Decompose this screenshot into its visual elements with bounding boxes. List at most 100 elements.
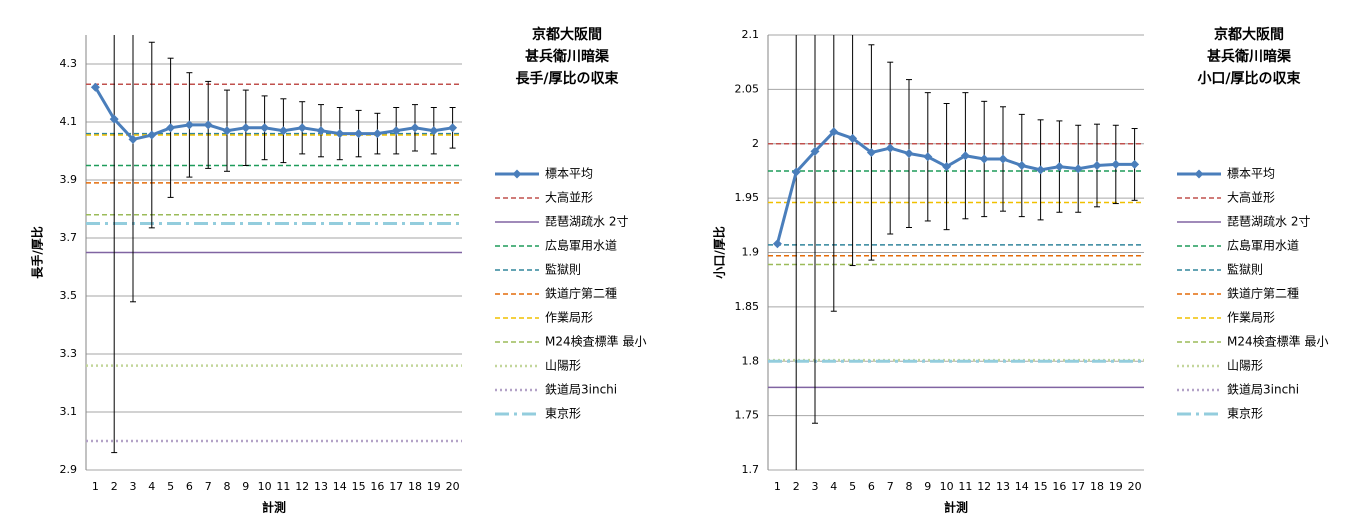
legend-label: 山陽形	[1227, 359, 1263, 373]
legend-label: 山陽形	[545, 359, 581, 373]
x-tick-label: 15	[352, 480, 366, 493]
chart-title: 京都大阪間	[532, 26, 602, 43]
y-tick-label: 3.1	[60, 405, 78, 418]
y-tick-label: 1.95	[735, 191, 760, 204]
x-tick-label: 16	[370, 480, 384, 493]
x-tick-label: 10	[258, 480, 272, 493]
data-point	[448, 123, 458, 133]
y-tick-label: 3.7	[60, 231, 78, 244]
x-axis-label: 計測	[262, 500, 286, 515]
x-tick-label: 2	[111, 480, 118, 493]
x-tick-label: 18	[1090, 480, 1104, 493]
y-tick-label: 2.1	[742, 28, 760, 41]
y-tick-label: 2.9	[60, 463, 78, 476]
x-tick-label: 13	[996, 480, 1010, 493]
x-tick-label: 16	[1052, 480, 1066, 493]
error-bar	[812, 35, 818, 424]
legend-label: 大高並形	[545, 190, 593, 205]
legend-label: 鉄道局3inchi	[1227, 382, 1299, 397]
x-tick-label: 14	[1015, 480, 1029, 493]
x-tick-label: 20	[1128, 480, 1142, 493]
x-tick-label: 6	[186, 480, 193, 493]
data-point	[923, 152, 933, 162]
data-point	[791, 167, 801, 177]
x-tick-label: 5	[167, 480, 174, 493]
x-tick-label: 10	[940, 480, 954, 493]
x-tick-label: 20	[446, 480, 460, 493]
x-tick-label: 19	[427, 480, 441, 493]
chart-title: 京都大阪間	[1214, 26, 1284, 43]
data-point	[904, 149, 914, 159]
chart-title: 長手/厚比の収束	[515, 70, 619, 87]
x-tick-label: 13	[314, 480, 328, 493]
data-point	[1092, 161, 1102, 170]
legend-marker	[1194, 169, 1204, 179]
legend-label: 広島軍用水道	[1227, 238, 1299, 253]
data-point	[391, 126, 401, 136]
x-axis-label: 計測	[944, 500, 968, 515]
legend-label: 監獄則	[1227, 262, 1263, 277]
legend-label: 琵琶湖疏水 2寸	[545, 214, 628, 229]
data-point	[998, 154, 1008, 164]
x-tick-label: 9	[924, 480, 931, 493]
x-tick-label: 6	[868, 480, 875, 493]
data-point	[1054, 162, 1064, 172]
legend-label: 標本平均	[1227, 167, 1275, 181]
data-point	[278, 126, 288, 136]
error-bar	[130, 35, 136, 303]
y-axis-label: 長手/厚比	[30, 226, 45, 278]
data-point	[335, 129, 345, 139]
y-tick-label: 2	[752, 137, 759, 150]
data-point	[885, 143, 895, 153]
legend-label: 鉄道局3inchi	[545, 382, 617, 397]
legend-label: 作業局形	[545, 311, 593, 325]
y-tick-label: 2.05	[735, 82, 760, 95]
data-point	[297, 123, 307, 133]
legend-label: 鉄道庁第二種	[1227, 286, 1299, 301]
x-tick-label: 11	[276, 480, 290, 493]
legend-label: 作業局形	[1227, 311, 1275, 325]
x-tick-label: 3	[812, 480, 819, 493]
data-point	[866, 147, 876, 157]
data-point	[222, 126, 232, 136]
y-tick-label: 3.3	[60, 347, 78, 360]
data-point	[848, 133, 858, 143]
legend-label: 監獄則	[545, 262, 581, 277]
legend-label: M24検査標準 最小	[545, 334, 646, 349]
chart-title: 甚兵衛川暗渠	[525, 48, 610, 65]
x-tick-label: 8	[906, 480, 913, 493]
data-point	[203, 120, 213, 130]
data-point	[829, 127, 839, 137]
x-tick-label: 9	[242, 480, 249, 493]
y-tick-label: 1.8	[742, 354, 760, 367]
y-tick-label: 3.5	[60, 289, 78, 302]
chart: 2.93.13.33.53.73.94.14.31 2 3 4 5 6 7 8 9 10 11 12 1…	[30, 26, 647, 515]
legend-label: 鉄道庁第二種	[545, 286, 617, 301]
data-point	[354, 129, 364, 139]
data-point	[128, 134, 138, 144]
legend-marker	[512, 169, 522, 179]
x-tick-label: 18	[408, 480, 422, 493]
legend-label: M24検査標準 最小	[1227, 334, 1328, 349]
x-tick-label: 17	[1071, 480, 1085, 493]
x-tick-label: 12	[977, 480, 991, 493]
plot	[768, 35, 1144, 470]
data-point	[90, 82, 100, 92]
legend-label: 琵琶湖疏水 2寸	[1227, 214, 1310, 229]
data-point	[1130, 159, 1140, 169]
y-tick-label: 1.85	[735, 300, 760, 313]
y-axis-label: 小口/厚比	[712, 226, 727, 278]
data-point	[410, 123, 420, 133]
x-tick-label: 8	[224, 480, 231, 493]
data-point	[260, 123, 270, 133]
error-bar	[795, 35, 797, 470]
x-tick-label: 4	[830, 480, 837, 493]
data-point	[979, 154, 989, 164]
y-tick-label: 4.1	[60, 115, 78, 128]
x-tick-label: 4	[148, 480, 155, 493]
data-point	[1111, 159, 1121, 169]
x-tick-label: 3	[130, 480, 137, 493]
x-tick-label: 1	[774, 480, 781, 493]
